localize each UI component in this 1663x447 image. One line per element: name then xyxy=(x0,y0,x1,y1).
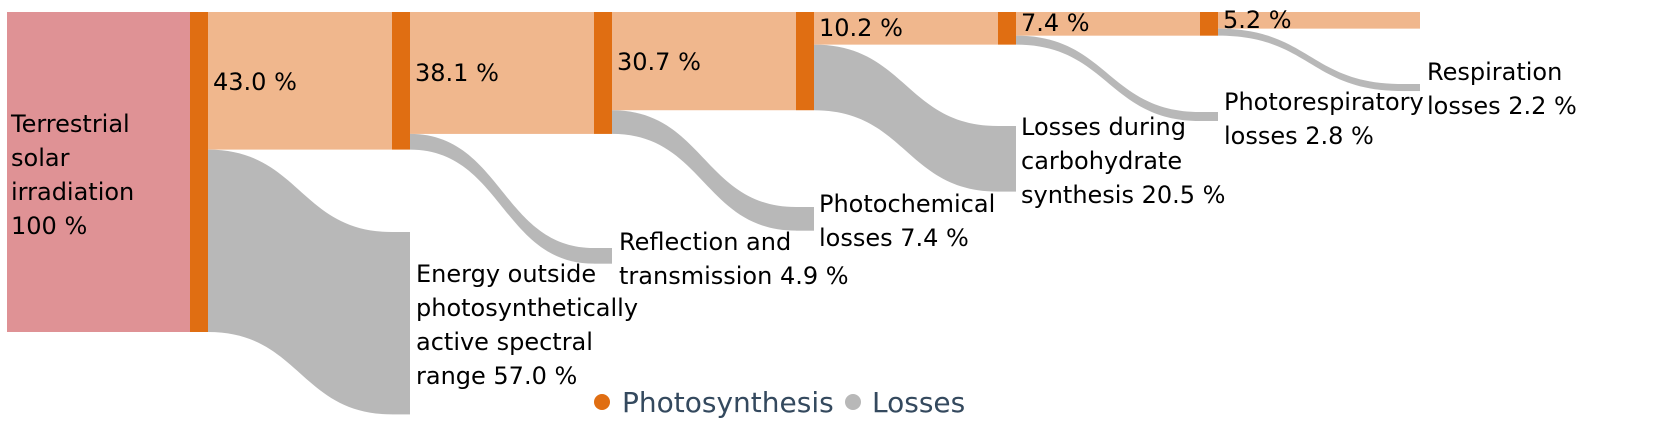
loss-flow xyxy=(1016,35,1200,121)
loss-label: Energy outside photosynthetically active s… xyxy=(416,260,638,390)
loss-label-line: carbohydrate xyxy=(1021,147,1182,175)
loss-label: Photorespiratory losses 2.8 % xyxy=(1224,88,1424,150)
loss-label-line: losses 2.8 % xyxy=(1224,122,1374,150)
legend-marker xyxy=(845,394,861,410)
stage-bar xyxy=(594,12,612,134)
source-label-line: solar xyxy=(11,144,70,172)
loss-label-line: Photorespiratory xyxy=(1224,88,1424,116)
main-flow xyxy=(208,12,392,150)
flow-layer xyxy=(208,12,1420,415)
source-label: Terrestrial solar irradiation 100 % xyxy=(10,110,134,240)
loss-flow xyxy=(1218,28,1402,92)
loss-flow xyxy=(208,149,392,415)
stage-value-label: 38.1 % xyxy=(415,59,499,87)
legend-marker xyxy=(594,394,610,410)
stage-bar xyxy=(796,12,814,111)
source-node xyxy=(7,12,190,332)
loss-label-line: transmission 4.9 % xyxy=(619,262,849,290)
loss-label-line: Respiration xyxy=(1427,58,1562,86)
loss-node xyxy=(392,232,410,415)
loss-node xyxy=(1200,112,1218,121)
node-layer xyxy=(7,12,1420,415)
main-flow xyxy=(612,12,796,111)
loss-label: Losses during carbohydrate synthesis 20.5 … xyxy=(1021,113,1225,209)
source-label-line: irradiation xyxy=(11,178,134,206)
loss-node xyxy=(1402,84,1420,92)
stage-bar xyxy=(1200,12,1218,36)
main-flow xyxy=(1218,12,1420,29)
loss-node xyxy=(594,248,612,264)
source-label-line: Terrestrial xyxy=(10,110,130,138)
loss-label-line: Energy outside xyxy=(416,260,596,288)
loss-label-line: range 57.0 % xyxy=(416,362,577,390)
loss-label-line: losses 2.2 % xyxy=(1427,92,1577,120)
loss-label-line: Photochemical xyxy=(819,190,995,218)
stage-bar xyxy=(190,12,208,332)
loss-label-line: synthesis 20.5 % xyxy=(1021,181,1225,209)
source-label-line: 100 % xyxy=(11,212,87,240)
loss-flow xyxy=(612,110,796,231)
legend-label: Losses xyxy=(872,386,965,419)
main-flow xyxy=(410,12,594,134)
loss-node xyxy=(998,126,1016,192)
stage-value-label: 10.2 % xyxy=(819,14,903,42)
label-layer: Terrestrial solar irradiation 100 % 43.0 % 38… xyxy=(10,6,1577,390)
loss-label-line: losses 7.4 % xyxy=(819,224,969,252)
loss-label-line: photosynthetically xyxy=(416,294,638,322)
loss-label: Respiration losses 2.2 % xyxy=(1427,58,1577,120)
stage-value-label: 7.4 % xyxy=(1021,9,1090,37)
stage-bar xyxy=(998,12,1016,45)
loss-flow xyxy=(410,133,594,264)
stage-value-label: 43.0 % xyxy=(213,68,297,96)
stage-value-label: 5.2 % xyxy=(1223,6,1292,34)
loss-label-line: Losses during xyxy=(1021,113,1186,141)
loss-label: Reflection and transmission 4.9 % xyxy=(619,228,849,290)
loss-label: Photochemical losses 7.4 % xyxy=(819,190,995,252)
loss-label-line: Reflection and xyxy=(619,228,791,256)
main-flow xyxy=(814,12,998,45)
loss-label-line: active spectral xyxy=(416,328,593,356)
legend-label: Photosynthesis xyxy=(622,386,834,419)
main-flow xyxy=(1016,12,1200,36)
loss-flow xyxy=(814,44,998,192)
legend: Photosynthesis Losses xyxy=(594,386,965,419)
loss-node xyxy=(796,207,814,231)
stage-value-label: 30.7 % xyxy=(617,48,701,76)
stage-bar xyxy=(392,12,410,150)
